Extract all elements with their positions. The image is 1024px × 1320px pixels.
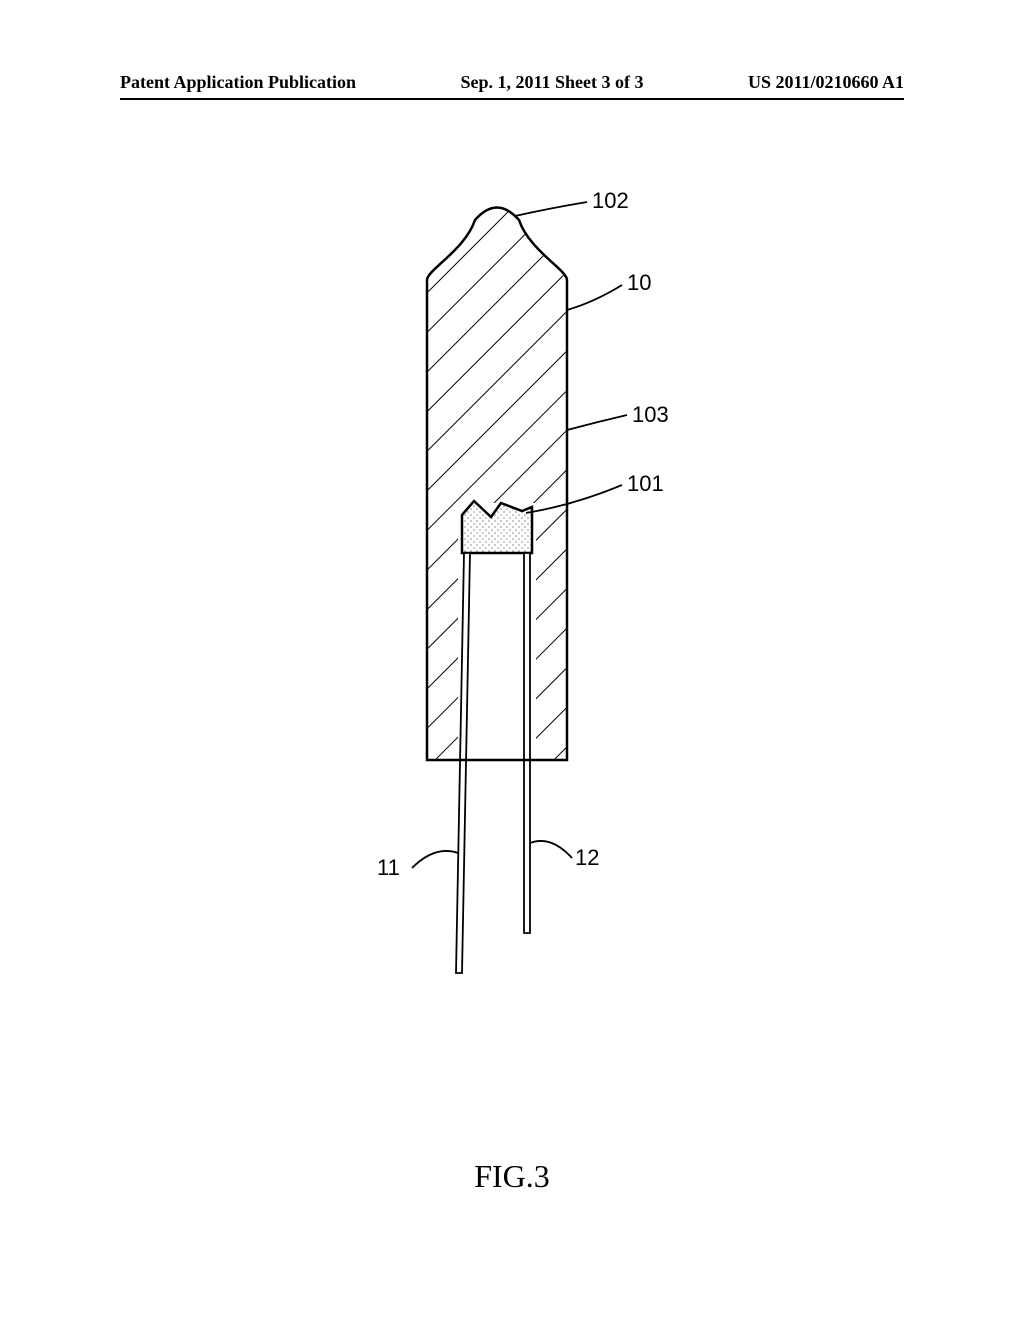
figure-container: 102 10 103 101 12 11 bbox=[0, 180, 1024, 1130]
header-rule bbox=[120, 98, 904, 100]
header-right: US 2011/0210660 A1 bbox=[748, 72, 904, 93]
header-left: Patent Application Publication bbox=[120, 72, 356, 93]
svg-text:102: 102 bbox=[592, 188, 629, 213]
svg-text:103: 103 bbox=[632, 402, 669, 427]
figure-caption: FIG.3 bbox=[0, 1158, 1024, 1195]
page-header: Patent Application Publication Sep. 1, 2… bbox=[0, 72, 1024, 93]
svg-text:12: 12 bbox=[575, 845, 599, 870]
svg-text:11: 11 bbox=[377, 855, 400, 880]
svg-text:10: 10 bbox=[627, 270, 651, 295]
patent-figure: 102 10 103 101 12 11 bbox=[262, 180, 762, 1100]
svg-text:101: 101 bbox=[627, 471, 664, 496]
header-center: Sep. 1, 2011 Sheet 3 of 3 bbox=[460, 72, 643, 93]
